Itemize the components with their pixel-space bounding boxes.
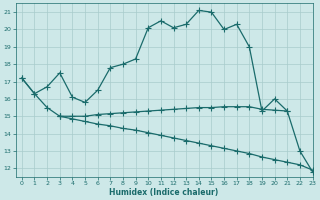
X-axis label: Humidex (Indice chaleur): Humidex (Indice chaleur): [109, 188, 219, 197]
